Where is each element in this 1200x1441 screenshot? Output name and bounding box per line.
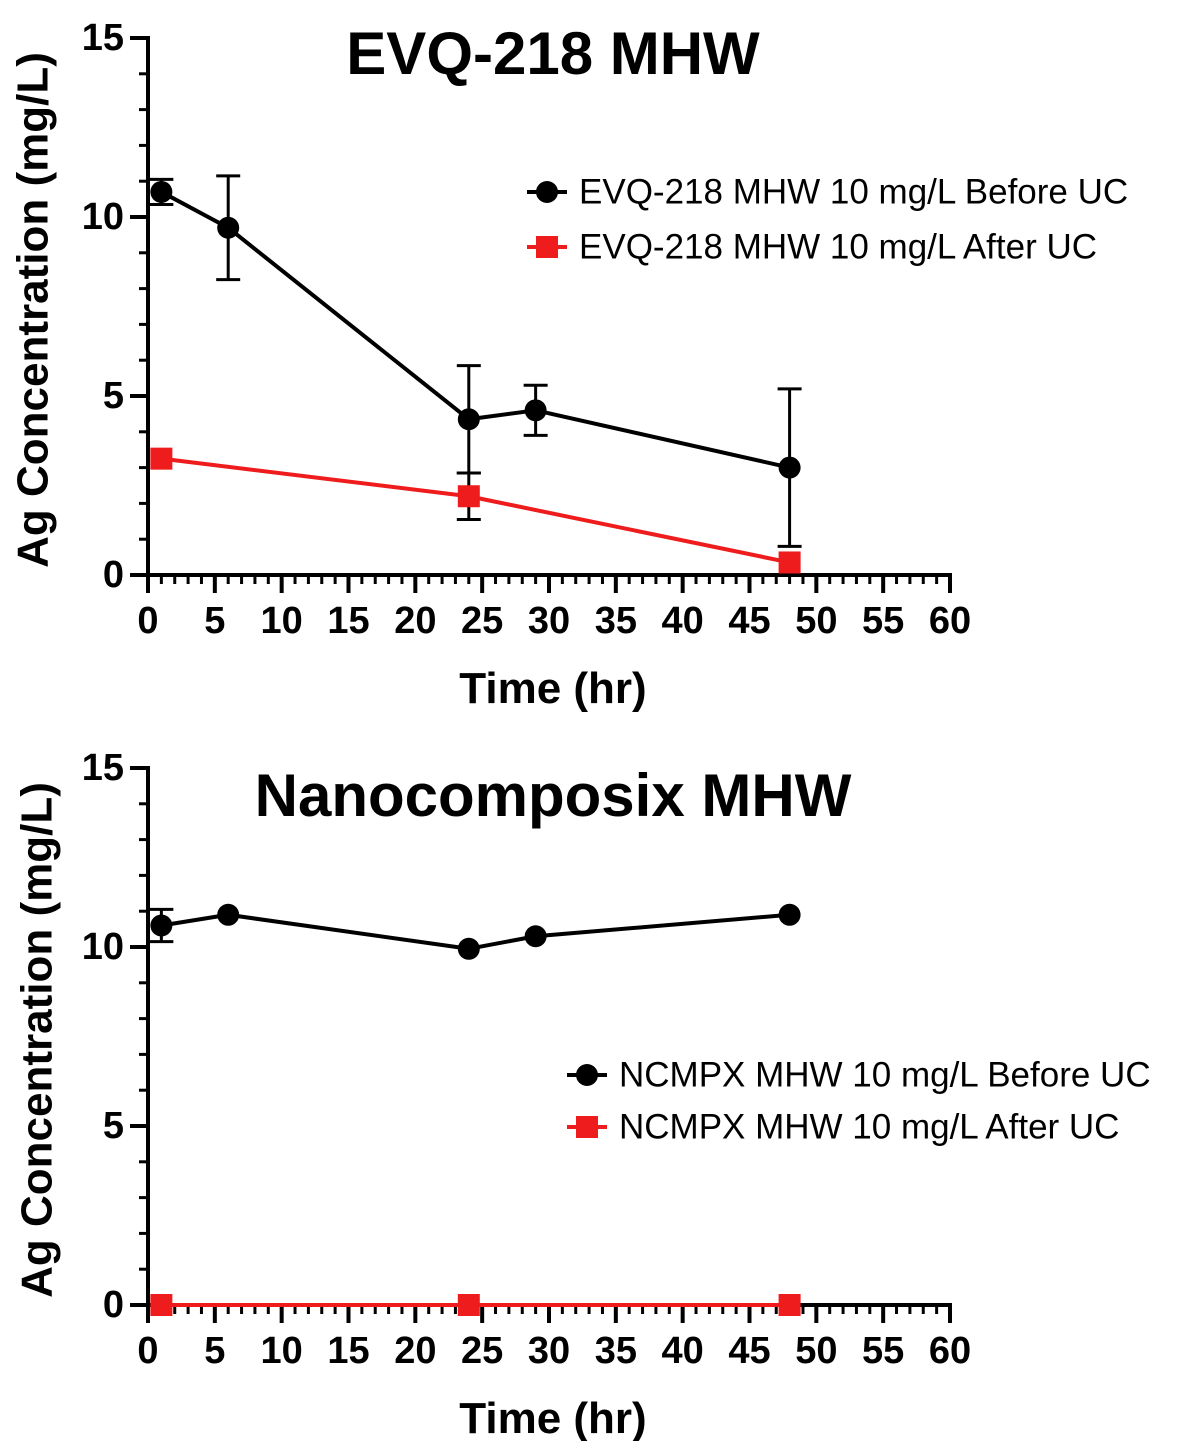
x-tick-label: 20 [394,1330,436,1372]
chart-title: EVQ-218 MHW [346,20,760,87]
legend-entry-1: EVQ-218 MHW 10 mg/L Before UC [527,173,1128,212]
x-tick-label: 50 [795,1330,837,1372]
data-point [150,1294,173,1316]
legend-entry-2: EVQ-218 MHW 10 mg/L After UC [527,228,1097,267]
y-axis-label: Ag Concentration (mg/L) [13,782,62,1298]
data-point [524,399,547,422]
legend-marker [576,1064,598,1086]
x-tick-label: 35 [595,1330,637,1372]
x-tick-label: 15 [327,600,369,642]
x-tick-label: 25 [461,600,503,642]
legend-label: EVQ-218 MHW 10 mg/L Before UC [579,173,1128,212]
y-tick-label: 15 [82,17,124,59]
x-tick-label: 55 [862,1330,904,1372]
data-point [217,216,240,239]
chart-panel-2: Nanocomposix MHW 0 5 10 15 0 5 10 15 20 25 30 35 40 45… [13,747,1151,1441]
y-tick-label: 5 [103,1105,124,1147]
x-tick-label: 35 [595,600,637,642]
data-point [150,447,173,470]
y-tick-label: 0 [103,1284,124,1326]
legend-label: NCMPX MHW 10 mg/L Before UC [619,1056,1151,1095]
y-tick-label: 10 [82,926,124,968]
x-tick-label: 25 [461,1330,503,1372]
data-point [457,1294,480,1316]
x-tick-label: 45 [728,1330,770,1372]
data-point [778,1294,801,1316]
x-tick-label: 60 [929,600,971,642]
legend-label: EVQ-218 MHW 10 mg/L After UC [579,228,1097,267]
legend-marker [536,181,558,203]
y-tick-label: 5 [103,375,124,417]
x-tick-label: 0 [137,1330,158,1372]
series-1 [149,903,801,960]
y-tick-label: 15 [82,747,124,789]
data-point [217,903,240,926]
chart-title: Nanocomposix MHW [255,762,852,829]
x-axis-label: Time (hr) [459,1394,646,1441]
data-point [778,903,801,926]
x-tick-label: 0 [137,600,158,642]
series-2 [150,447,801,574]
legend-marker [536,236,558,258]
legend-label: NCMPX MHW 10 mg/L After UC [619,1108,1119,1147]
y-tick-label: 0 [103,554,124,596]
x-axis-label: Time (hr) [459,664,646,713]
x-tick-label: 30 [528,1330,570,1372]
y-tick-label: 10 [82,196,124,238]
data-point [457,408,480,431]
data-point [778,456,801,479]
y-axis-label: Ag Concentration (mg/L) [9,52,58,568]
data-point [457,937,480,960]
x-tick-label: 10 [261,1330,303,1372]
x-tick-label: 55 [862,600,904,642]
data-point [524,925,547,948]
data-point [457,485,480,508]
x-tick-label: 40 [662,1330,704,1372]
x-tick-label: 5 [204,600,225,642]
series-1 [149,174,802,548]
series-2 [150,1294,801,1316]
x-tick-label: 60 [929,1330,971,1372]
x-tick-label: 40 [662,600,704,642]
data-point [150,180,173,203]
data-point [778,551,801,574]
x-tick-label: 10 [261,600,303,642]
data-point [150,914,173,937]
chart-panel-1: EVQ-218 MHW 0 5 10 15 0 5 10 15 20 25 30 35 40 45 50 55 6… [9,17,1129,713]
legend-entry-1: NCMPX MHW 10 mg/L Before UC [567,1056,1151,1095]
x-tick-label: 15 [327,1330,369,1372]
x-tick-label: 45 [728,600,770,642]
legend-marker [576,1116,598,1138]
x-tick-label: 50 [795,600,837,642]
x-tick-label: 30 [528,600,570,642]
x-tick-label: 5 [204,1330,225,1372]
x-tick-label: 20 [394,600,436,642]
legend-entry-2: NCMPX MHW 10 mg/L After UC [567,1108,1119,1147]
